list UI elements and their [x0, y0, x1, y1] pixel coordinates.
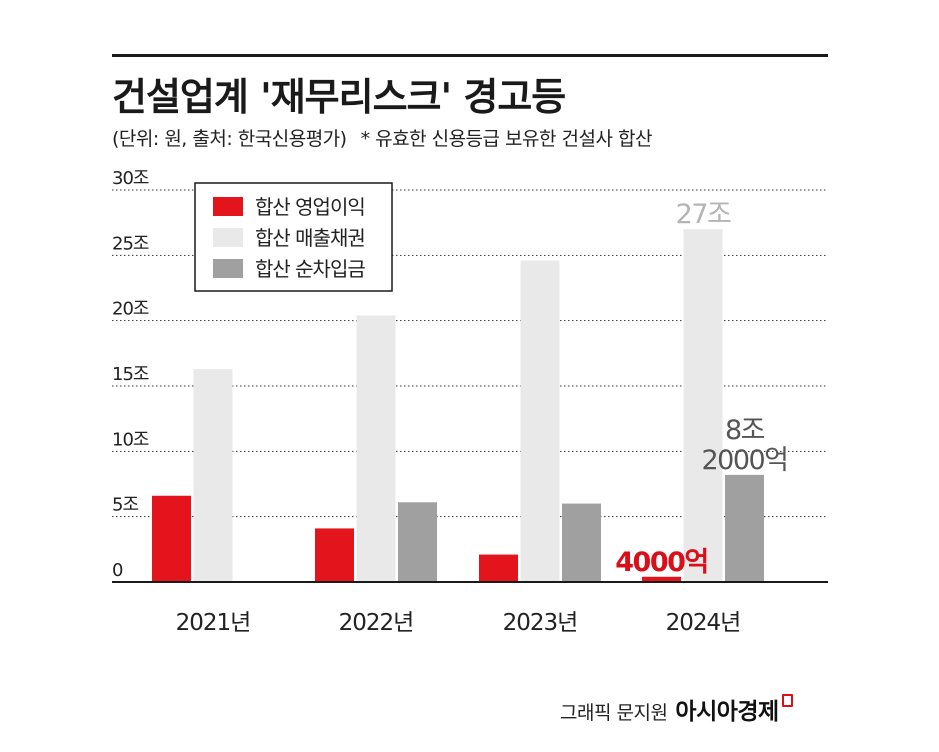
- x-tick-label: 2021년: [176, 610, 251, 636]
- data-label: 2000억: [701, 445, 787, 476]
- y-tick-label: 25조: [112, 233, 149, 254]
- chart-subtitle: (단위: 원, 출처: 한국신용평가) * 유효한 신용등급 보유한 건설사 합산: [112, 124, 652, 151]
- top-rule: [112, 54, 828, 57]
- y-tick-label: 20조: [112, 299, 149, 320]
- data-label: 8조: [725, 415, 765, 446]
- legend-label: 합산 매출채권: [255, 226, 365, 250]
- bar-series-1-1: [356, 315, 396, 582]
- graphic-credit: 그래픽 문지원: [560, 702, 668, 724]
- bar-series-2-1: [398, 502, 437, 582]
- bar-series-2-2: [562, 503, 601, 582]
- bar-series-0-2: [479, 554, 518, 582]
- bar-series-1-0: [193, 369, 233, 582]
- brand-logo: 아시아경제: [675, 699, 779, 725]
- legend-label: 합산 영업이익: [255, 195, 365, 219]
- bar-series-0-0: [152, 495, 191, 582]
- chart-title: 건설업계 '재무리스크' 경고등: [112, 75, 566, 119]
- credit: 그래픽 문지원 아시아경제: [560, 692, 793, 726]
- data-label: 4000억: [615, 547, 708, 578]
- bar-series-1-2: [520, 260, 560, 582]
- unit-source-text: (단위: 원, 출처: 한국신용평가): [112, 128, 347, 150]
- bar-series-0-1: [315, 528, 354, 582]
- y-tick-label: 30조: [112, 168, 149, 189]
- legend-label: 합산 순차입금: [255, 257, 365, 281]
- footnote-text: * 유효한 신용등급 보유한 건설사 합산: [360, 128, 653, 150]
- data-label: 27조: [676, 199, 731, 230]
- bar-series-0-3: [642, 576, 681, 582]
- legend-swatch: [213, 197, 243, 216]
- legend-swatch: [213, 259, 243, 278]
- bar-series-1-3: [683, 229, 723, 582]
- y-tick-label: 10조: [112, 429, 149, 450]
- brand-mark-icon: [781, 694, 793, 707]
- legend-swatch: [213, 228, 243, 247]
- y-tick-label: 15조: [112, 364, 149, 385]
- bar-series-2-3: [725, 474, 764, 582]
- x-tick-label: 2022년: [339, 610, 414, 636]
- x-tick-label: 2023년: [503, 610, 578, 636]
- x-tick-label: 2024년: [666, 610, 741, 636]
- y-tick-label: 5조: [112, 495, 138, 516]
- y-tick-label: 0: [112, 560, 123, 581]
